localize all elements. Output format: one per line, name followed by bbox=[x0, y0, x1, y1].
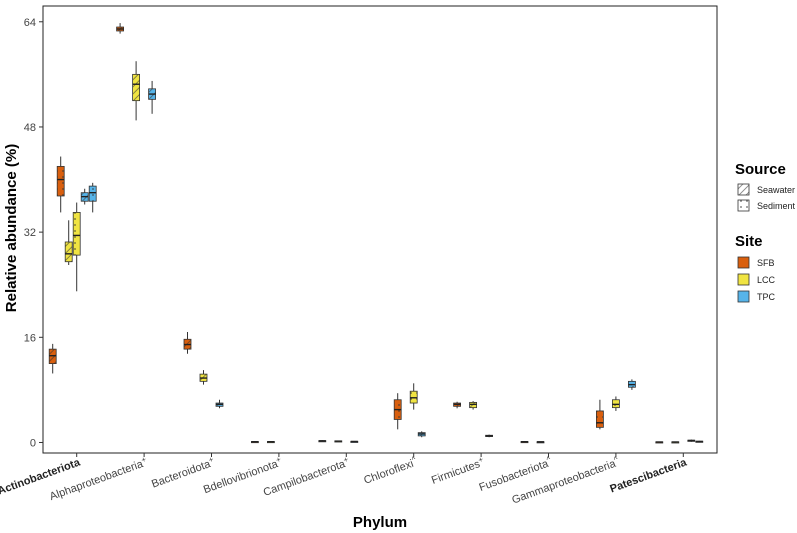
box-pattern bbox=[65, 241, 73, 262]
legend-source-title: Source bbox=[735, 161, 786, 178]
box-pattern bbox=[132, 74, 140, 101]
legend-label-seawater: Seawater bbox=[757, 185, 795, 195]
box-tpc-sediment bbox=[88, 182, 97, 213]
y-axis: 0 16 32 48 64 bbox=[24, 17, 43, 449]
x-tick-label-superscript: ^ bbox=[545, 455, 552, 465]
y-tick-label: 48 bbox=[24, 122, 36, 134]
box-sfb-seawater bbox=[453, 401, 462, 409]
box-sfb-seawater bbox=[318, 440, 327, 443]
box-lcc-seawater bbox=[132, 61, 141, 121]
legend-source: Source Seawater Sediment bbox=[735, 161, 796, 212]
x-tick-label-superscript: + bbox=[275, 455, 283, 465]
box-sfb-seawater bbox=[250, 440, 259, 444]
x-tick-label-superscript: + bbox=[207, 455, 215, 465]
x-tick-label-superscript: + bbox=[477, 455, 485, 465]
box-lcc-sediment bbox=[409, 383, 418, 410]
tpc-swatch bbox=[737, 290, 750, 303]
legend-item-seawater: Seawater bbox=[737, 183, 795, 196]
x-tick-label-text: Chloroflexi bbox=[362, 458, 415, 487]
box-sfb-seawater bbox=[655, 441, 664, 444]
legend-label-sfb: SFB bbox=[757, 258, 775, 268]
y-tick-label: 0 bbox=[30, 437, 36, 449]
box-sfb-sediment bbox=[393, 393, 402, 430]
box-lcc-sediment bbox=[612, 396, 620, 411]
box-sfb-sediment bbox=[56, 156, 65, 213]
legend-item-lcc: LCC bbox=[737, 273, 776, 286]
box-lcc-seawater bbox=[64, 220, 73, 265]
legend-label-lcc: LCC bbox=[757, 275, 776, 285]
box-tpc-sediment bbox=[695, 440, 704, 443]
box-lcc-seawater bbox=[671, 441, 680, 444]
box-sfb-sediment bbox=[596, 399, 604, 430]
legend-label-sediment: Sediment bbox=[757, 201, 796, 211]
sfb-swatch bbox=[737, 256, 750, 269]
box-tpc-seawater bbox=[687, 439, 696, 442]
box-lcc-seawater bbox=[536, 441, 545, 444]
x-tick-label-text: Patescibacteria bbox=[608, 456, 689, 495]
x-axis-title: Phylum bbox=[353, 514, 407, 531]
legend-item-sediment: Sediment bbox=[737, 199, 796, 212]
box-sfb-seawater bbox=[520, 440, 529, 444]
box-pattern bbox=[73, 212, 81, 256]
seawater-pattern bbox=[738, 184, 749, 195]
y-axis-title: Relative abundance (%) bbox=[3, 144, 20, 312]
x-tick-label: Patescibacteria bbox=[608, 456, 689, 495]
y-tick-label: 64 bbox=[24, 17, 36, 29]
x-tick-label-text: Firmicutes bbox=[430, 458, 482, 487]
y-tick-label: 16 bbox=[24, 332, 36, 344]
box-lcc-seawater bbox=[334, 440, 343, 443]
box-sfb-seawater bbox=[48, 343, 57, 374]
x-tick-label: Chloroflexi^ bbox=[362, 455, 419, 487]
plot-panel bbox=[42, 5, 718, 454]
box-pattern bbox=[596, 410, 604, 428]
boxes-layer bbox=[48, 23, 704, 444]
box-sfb-seawater bbox=[183, 332, 192, 354]
legend-item-sfb: SFB bbox=[737, 256, 775, 269]
x-tick-label-superscript: + bbox=[140, 455, 148, 465]
box-lcc-seawater bbox=[266, 440, 275, 444]
box-tpc-sediment bbox=[628, 379, 636, 390]
box-sfb-seawater bbox=[116, 23, 124, 34]
legend-site: Site SFB LCC TPC bbox=[735, 233, 776, 303]
x-tick-label-superscript: + bbox=[342, 455, 350, 465]
box-pattern bbox=[57, 166, 65, 196]
lcc-swatch bbox=[737, 273, 750, 286]
box-lcc-seawater bbox=[469, 401, 478, 410]
box-tpc-seawater bbox=[215, 399, 224, 409]
box-tpc-seawater bbox=[417, 431, 426, 438]
legend-site-title: Site bbox=[735, 233, 763, 250]
box-tpc-seawater bbox=[350, 440, 359, 443]
legend-item-tpc: TPC bbox=[737, 290, 776, 303]
legend-label-tpc: TPC bbox=[757, 292, 776, 302]
box-lcc-seawater bbox=[199, 370, 208, 385]
box-tpc-seawater bbox=[485, 434, 494, 438]
box-lcc-sediment bbox=[72, 202, 81, 292]
x-tick-label: Gammaproteobacteria^ bbox=[510, 455, 621, 507]
x-tick-label-superscript: ^ bbox=[613, 455, 620, 465]
box-tpc-seawater bbox=[148, 80, 157, 114]
x-tick-label-superscript: ^ bbox=[410, 455, 417, 465]
box-pattern bbox=[89, 186, 97, 202]
y-tick-label: 32 bbox=[24, 227, 36, 239]
sediment-pattern bbox=[738, 200, 749, 211]
box-tpc-seawater bbox=[80, 188, 89, 205]
